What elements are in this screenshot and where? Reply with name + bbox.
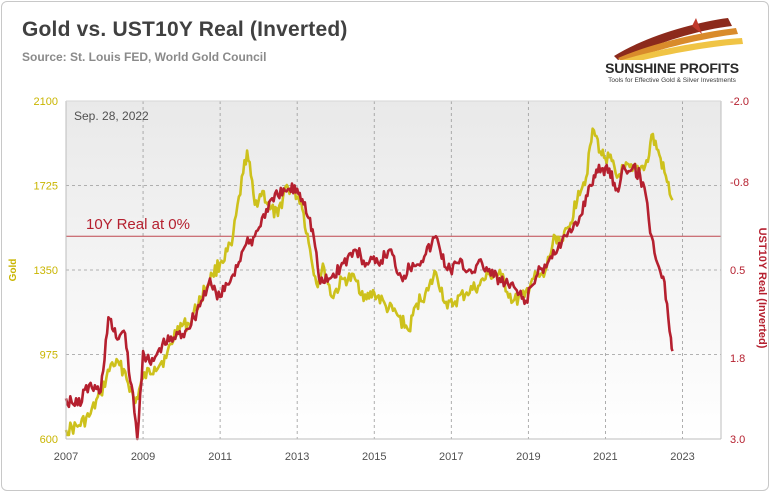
date-annotation: Sep. 28, 2022 (74, 109, 149, 123)
axis-labels: 2007 2009 2011 2013 2015 2017 2019 2021 2023 2100… (8, 96, 768, 463)
y-left-tick-label: 1725 (34, 181, 58, 193)
axes (65, 100, 722, 440)
x-tick-label: 2007 (54, 451, 78, 463)
x-tick-label: 2013 (285, 451, 309, 463)
x-tick-label: 2015 (362, 451, 386, 463)
logo-tagline: Tools for Effective Gold & Silver Invest… (608, 77, 736, 84)
x-tick-label: 2021 (593, 451, 617, 463)
logo-name: SUNSHINE PROFITS (605, 60, 739, 76)
chart-source: Source: St. Louis FED, World Gold Counci… (22, 50, 267, 64)
y-right-tick-label: 1.8 (730, 353, 745, 365)
sunshine-profits-logo: SUNSHINE PROFITS Tools for Effective Gol… (596, 16, 748, 84)
chart-title: Gold vs. UST10Y Real (Inverted) (22, 18, 348, 41)
zero-line-group: 10Y Real at 0% (66, 216, 721, 237)
y-left-tick-label: 600 (40, 434, 58, 446)
y-right-tick-label: 3.0 (730, 434, 745, 446)
y-right-tick-label: -0.8 (730, 177, 749, 189)
x-tick-label: 2011 (208, 451, 232, 463)
y-right-tick-label: -2.0 (730, 96, 749, 108)
y-right-tick-label: 0.5 (730, 265, 745, 277)
series-lines (64, 127, 674, 441)
zero-line-label: 10Y Real at 0% (86, 216, 190, 233)
y-right-axis-title: UST10Y Real (Inverted) (756, 228, 768, 349)
y-left-axis-title: Gold (8, 259, 19, 282)
real-yield-inverted-line (64, 162, 674, 441)
x-tick-label: 2017 (439, 451, 463, 463)
y-left-tick-label: 1350 (34, 265, 58, 277)
x-tick-label: 2023 (670, 451, 694, 463)
y-left-tick-label: 975 (40, 350, 58, 362)
gold-price-line (64, 127, 674, 437)
logo-swoosh-icon (614, 18, 743, 64)
grid-lines (66, 101, 721, 439)
x-tick-label: 2009 (131, 451, 155, 463)
y-left-tick-label: 2100 (34, 96, 58, 108)
x-tick-label: 2019 (516, 451, 540, 463)
